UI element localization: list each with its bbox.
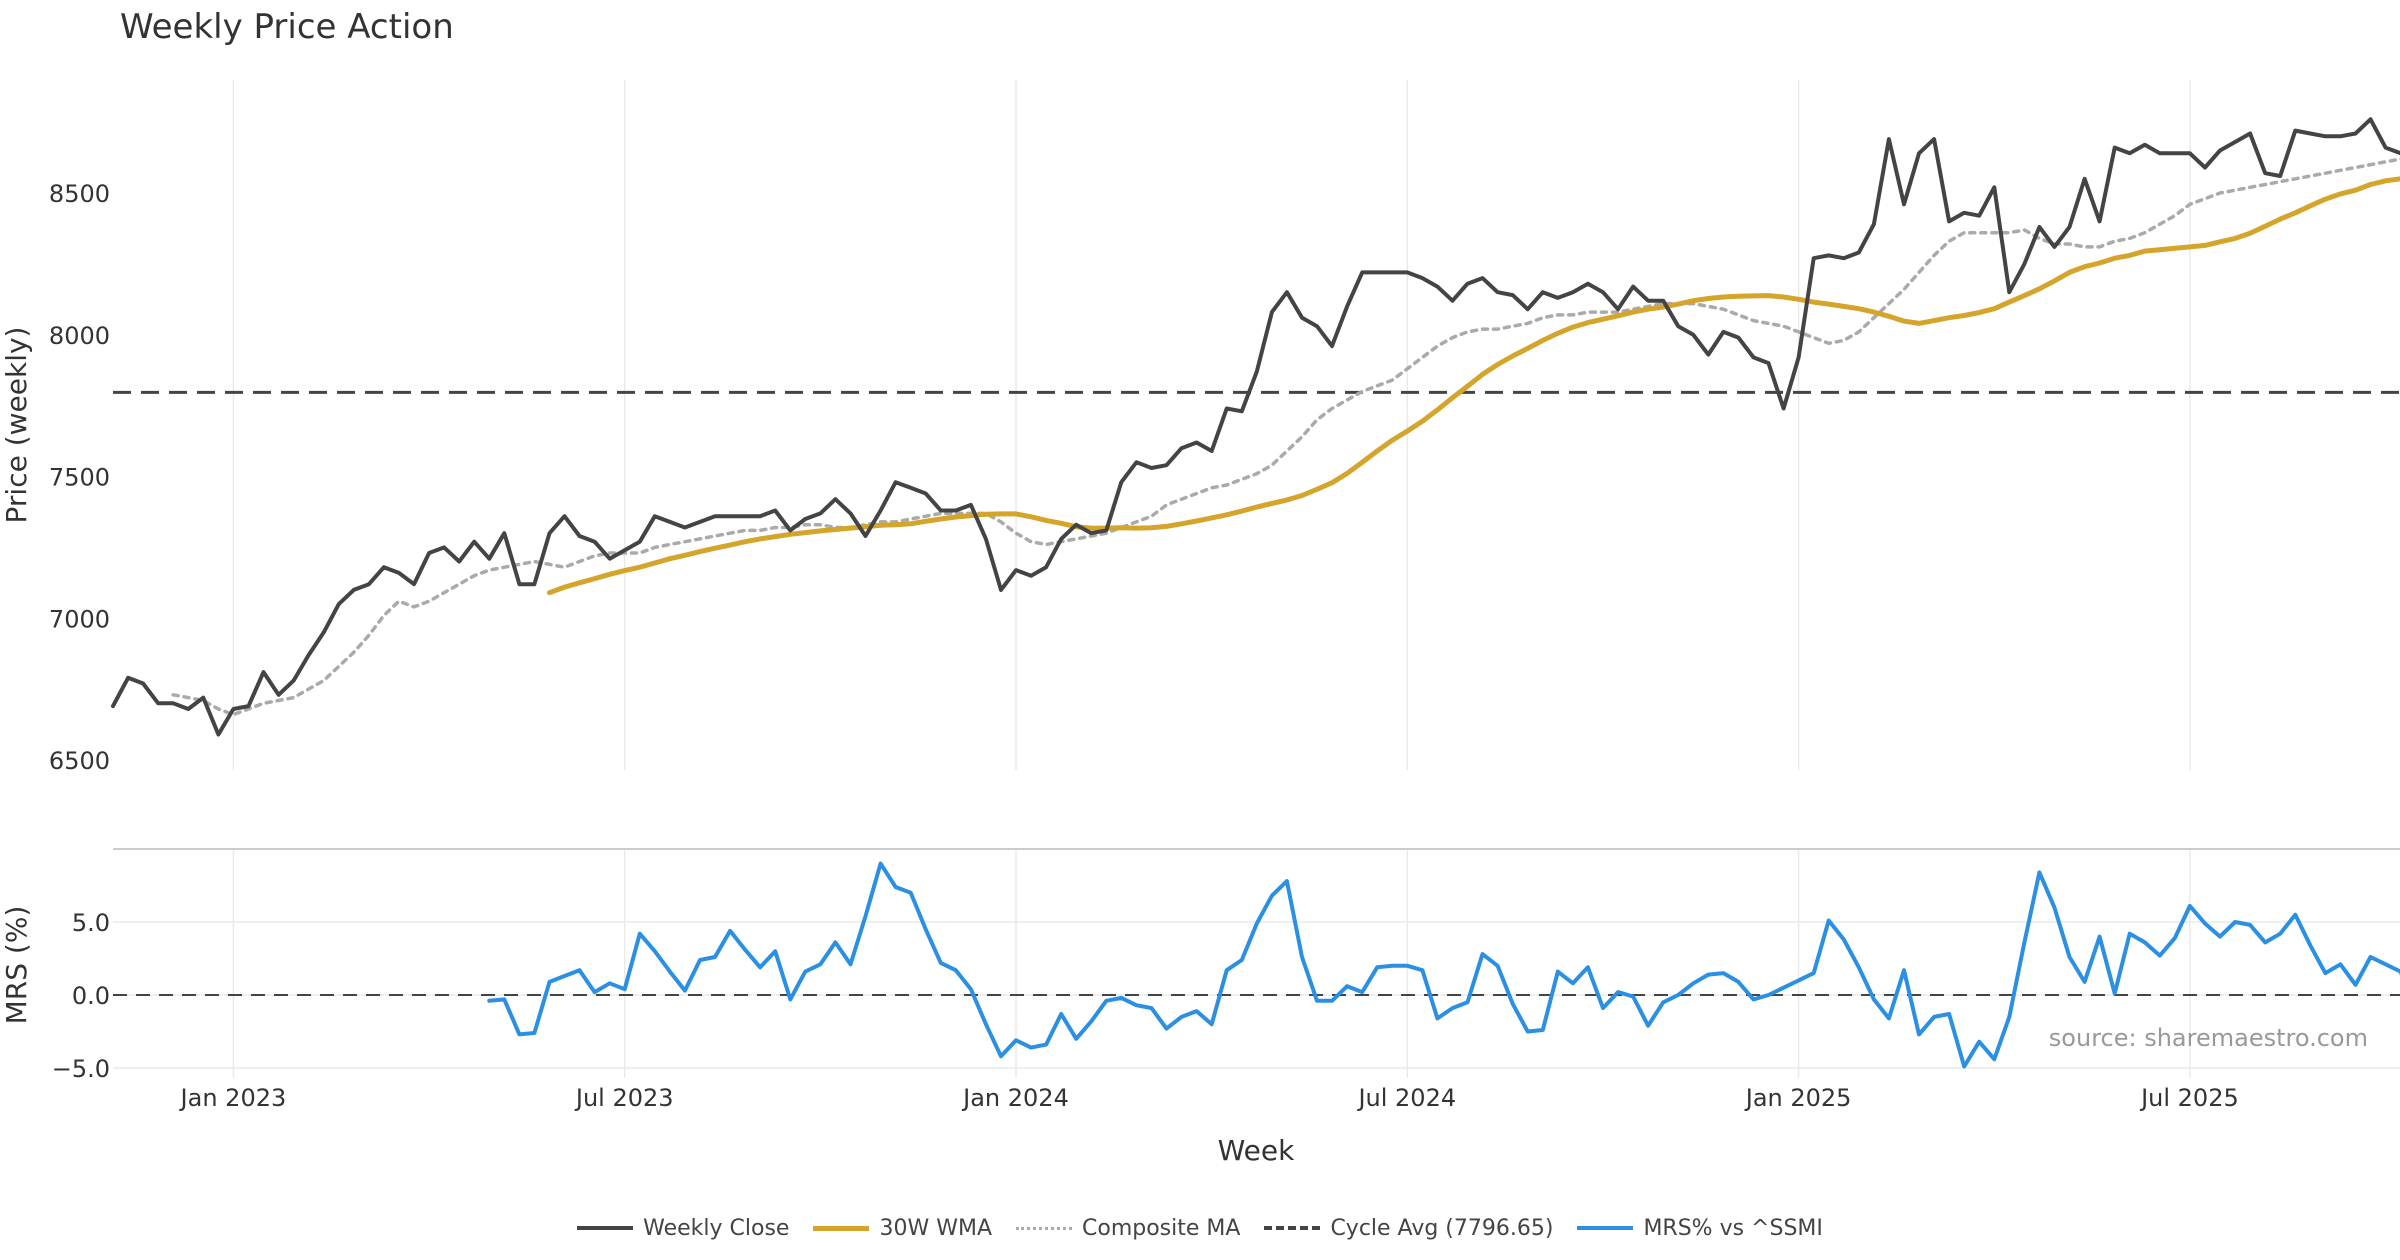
legend-label: MRS% vs ^SSMI (1643, 1215, 1823, 1241)
legend-swatch-composite (1016, 1226, 1072, 1230)
x-tick-label: Jan 2025 (1744, 1084, 1852, 1112)
mrs-panel: Jan 2023 Jul 2023 Jan 2024 Jul 2024 Jan 2025… (52, 848, 2400, 1112)
price-y-tick-label: 7000 (49, 605, 110, 633)
x-axis-label: Week (1218, 1134, 1295, 1167)
series-line-composite (171, 157, 2400, 717)
legend-item-wma: 30W WMA (813, 1216, 992, 1241)
legend-item-cycle: Cycle Avg (7796.65) (1264, 1216, 1553, 1241)
price-y-axis-label: Price (weekly) (0, 327, 33, 524)
series-line-mrs (487, 861, 2400, 1069)
series-line-wma (547, 176, 2400, 596)
legend-item-close: Weekly Close (577, 1216, 789, 1241)
legend-label: 30W WMA (879, 1215, 992, 1241)
legend-label: Cycle Avg (7796.65) (1330, 1215, 1554, 1241)
x-tick-label: Jan 2024 (961, 1084, 1069, 1112)
legend-swatch-cycle (1264, 1226, 1321, 1230)
legend-item-composite: Composite MA (1016, 1216, 1240, 1241)
legend-item-mrs: MRS% vs ^SSMI (1577, 1215, 1823, 1241)
legend-swatch-close (577, 1226, 634, 1230)
mrs-y-axis-label: MRS (%) (0, 906, 33, 1025)
legend-label: Weekly Close (643, 1215, 790, 1241)
chart-title: Weekly Price Action (120, 7, 454, 47)
source-attribution: source: sharemaestro.com (2049, 1024, 2368, 1052)
price-y-tick-label: 8500 (49, 180, 110, 208)
x-tick-label: Jul 2025 (2139, 1084, 2239, 1112)
mrs-y-tick-label: −5.0 (52, 1055, 110, 1083)
legend-label: Composite MA (1082, 1215, 1241, 1241)
series-line-close (111, 117, 2400, 737)
x-tick-label: Jul 2023 (574, 1084, 674, 1112)
x-tick-label: Jan 2023 (179, 1084, 287, 1112)
legend-swatch-wma (813, 1225, 870, 1231)
legend-swatch-mrs (1577, 1226, 1634, 1230)
mrs-y-tick-label: 0.0 (72, 982, 110, 1010)
price-panel: 6500 7000 7500 8000 8500 (49, 80, 2400, 775)
chart-legend: Weekly Close 30W WMA Composite MA Cycle Avg… (0, 1200, 2400, 1256)
price-y-tick-label: 8000 (49, 322, 110, 350)
x-tick-label: Jul 2024 (1356, 1084, 1456, 1112)
mrs-y-tick-label: 5.0 (72, 909, 110, 937)
price-y-tick-label: 7500 (49, 464, 110, 492)
price-y-tick-label: 6500 (49, 747, 110, 775)
